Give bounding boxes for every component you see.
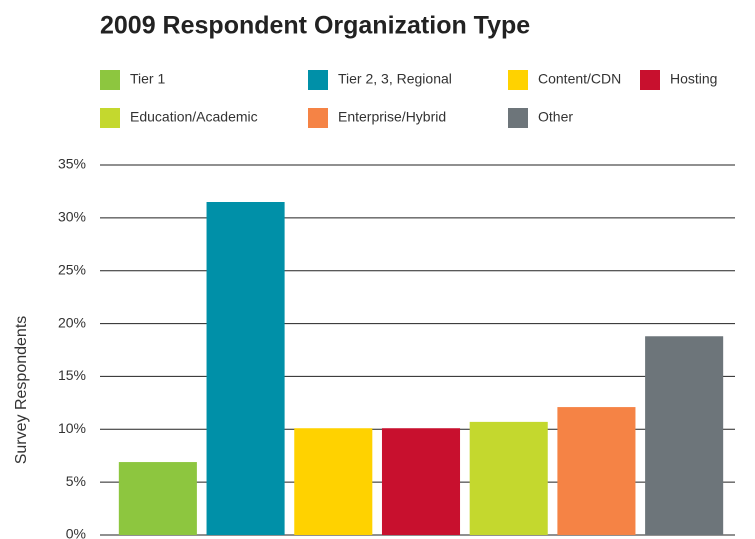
bar xyxy=(469,421,548,535)
bar xyxy=(557,407,636,535)
y-tick-label: 15% xyxy=(58,367,86,383)
legend-label: Tier 1 xyxy=(130,71,165,87)
legend-label: Education/Academic xyxy=(130,109,258,125)
bar xyxy=(294,428,373,535)
bar xyxy=(645,336,724,535)
y-tick-label: 0% xyxy=(66,526,86,539)
legend-label: Enterprise/Hybrid xyxy=(338,109,446,125)
legend-label: Hosting xyxy=(670,71,717,87)
y-tick-label: 25% xyxy=(58,261,86,277)
legend-swatch xyxy=(100,70,120,90)
legend-label: Tier 2, 3, Regional xyxy=(338,71,452,87)
legend-swatch xyxy=(308,70,328,90)
legend-swatch xyxy=(100,108,120,128)
bar xyxy=(118,462,197,535)
y-tick-label: 10% xyxy=(58,420,86,436)
legend-swatch xyxy=(508,70,528,90)
legend-swatch xyxy=(308,108,328,128)
y-tick-label: 35% xyxy=(58,156,86,172)
y-tick-label: 5% xyxy=(66,473,86,489)
y-tick-label: 20% xyxy=(58,314,86,330)
chart-title: 2009 Respondent Organization Type xyxy=(100,12,530,40)
y-tick-label: 30% xyxy=(58,209,86,225)
legend-label: Content/CDN xyxy=(538,71,621,87)
y-axis-label: Survey Respondents xyxy=(13,316,30,465)
legend-label: Other xyxy=(538,109,573,125)
bar xyxy=(381,428,461,535)
legend-swatch xyxy=(508,108,528,128)
legend-swatch xyxy=(640,70,660,90)
bar xyxy=(206,202,285,535)
